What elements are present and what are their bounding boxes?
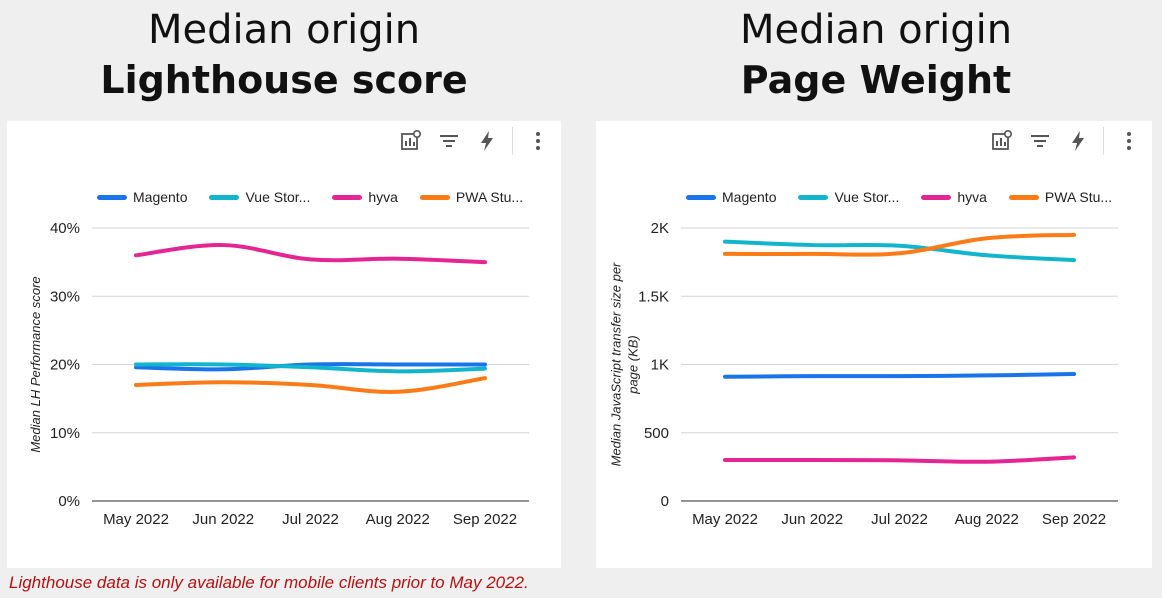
- legend-swatch: [686, 194, 716, 200]
- y-tick-label: 0%: [58, 493, 80, 510]
- y-tick-label: 2K: [651, 220, 669, 237]
- x-tick-label: Jul 2022: [871, 511, 928, 528]
- legend-swatch: [921, 194, 952, 200]
- legend-swatch: [332, 194, 363, 200]
- legend-item-magento[interactable]: Magento: [686, 189, 776, 205]
- left-heading-line1: Median origin: [147, 7, 421, 53]
- y-axis-title: Median JavaScript transfer size per: [609, 262, 624, 466]
- legend-item-vue-storefront[interactable]: Vue Stor...: [798, 189, 899, 205]
- page-weight-chart-panel: Magento Vue Stor... hyva PWA Stu... 0 500…: [596, 121, 1152, 568]
- y-tick-label: 40%: [50, 220, 80, 237]
- x-tick-label: Aug 2022: [955, 511, 1019, 528]
- x-tick-label: Jun 2022: [781, 511, 843, 528]
- filter-icon[interactable]: [1027, 128, 1053, 154]
- right-heading-line1: Median origin: [739, 7, 1013, 53]
- y-tick-label: 1.5K: [638, 288, 669, 305]
- legend-swatch: [97, 194, 127, 200]
- lighthouse-line-chart: 0% 10% 20% 30% 40% May 2022 Jun 2022 Jul 2022 Au…: [28, 220, 529, 528]
- legend-label: PWA Stu...: [1044, 189, 1113, 205]
- filter-icon[interactable]: [436, 128, 462, 154]
- y-tick-label: 30%: [50, 288, 80, 305]
- legend-item-vue-storefront[interactable]: Vue Stor...: [209, 189, 310, 205]
- series-line-hyva: [134, 243, 487, 265]
- series-line-vue-storefront: [723, 239, 1076, 263]
- legend-label: hyva: [368, 189, 398, 205]
- explore-chart-icon[interactable]: [398, 128, 424, 154]
- x-tick-label: May 2022: [692, 511, 758, 528]
- more-vert-icon[interactable]: [1116, 128, 1142, 154]
- x-tick-label: Jun 2022: [192, 511, 254, 528]
- legend-item-pwa-studio[interactable]: PWA Stu...: [1008, 189, 1113, 205]
- legend-item-hyva[interactable]: hyva: [921, 189, 987, 205]
- x-tick-label: Aug 2022: [366, 511, 430, 528]
- legend-swatch: [419, 194, 450, 200]
- lighthouse-chart-panel: Magento Vue Stor... hyva PWA Stu... 0% 10…: [7, 121, 561, 568]
- lightning-icon[interactable]: [1065, 128, 1091, 154]
- series-line-pwa-studio: [134, 376, 487, 394]
- chart-toolbar: [989, 127, 1142, 155]
- y-tick-label: 1K: [651, 357, 669, 374]
- y-tick-label: 10%: [50, 425, 80, 442]
- series-line-pwa-studio: [723, 232, 1076, 257]
- y-tick-label: 20%: [50, 357, 80, 374]
- x-tick-label: Sep 2022: [453, 511, 517, 528]
- footnote: Lighthouse data is only available for mo…: [9, 573, 529, 592]
- legend-label: Magento: [722, 189, 777, 205]
- legend-item-pwa-studio[interactable]: PWA Stu...: [419, 189, 524, 205]
- legend-label: PWA Stu...: [455, 189, 524, 205]
- legend-label: Vue Stor...: [245, 189, 311, 205]
- legend-label: Magento: [133, 189, 188, 205]
- y-axis-title: Median LH Performance score: [28, 276, 43, 452]
- explore-chart-icon[interactable]: [989, 128, 1015, 154]
- x-tick-label: Sep 2022: [1042, 511, 1106, 528]
- right-heading-line2: Page Weight: [740, 58, 1012, 102]
- y-axis-title: page (KB): [626, 335, 641, 395]
- chart-legend: Magento Vue Stor... hyva PWA Stu...: [97, 187, 545, 207]
- chart-legend: Magento Vue Stor... hyva PWA Stu...: [686, 187, 1134, 207]
- legend-item-hyva[interactable]: hyva: [332, 189, 398, 205]
- chart-toolbar: [398, 127, 551, 155]
- page-weight-line-chart: 0 500 1K 1.5K 2K May 2022 Jun 2022 Jul 2022 Aug …: [609, 220, 1118, 528]
- series-line-magento: [723, 372, 1076, 379]
- more-vert-icon[interactable]: [525, 128, 551, 154]
- legend-label: Vue Stor...: [834, 189, 900, 205]
- y-tick-label: 500: [644, 425, 669, 442]
- legend-item-magento[interactable]: Magento: [97, 189, 187, 205]
- series-line-vue-storefront: [134, 362, 487, 374]
- left-chart-heading: Median origin Lighthouse score: [0, 5, 568, 105]
- legend-label: hyva: [957, 189, 987, 205]
- x-tick-label: May 2022: [103, 511, 169, 528]
- y-tick-label: 0: [661, 493, 669, 510]
- toolbar-divider: [1103, 127, 1104, 155]
- series-line-hyva: [723, 455, 1076, 464]
- series-line-magento: [134, 362, 487, 372]
- legend-swatch: [1008, 194, 1039, 200]
- legend-swatch: [798, 194, 829, 200]
- lightning-icon[interactable]: [474, 128, 500, 154]
- left-heading-line2: Lighthouse score: [100, 58, 468, 102]
- legend-swatch: [209, 194, 240, 200]
- toolbar-divider: [512, 127, 513, 155]
- right-chart-heading: Median origin Page Weight: [590, 5, 1162, 105]
- x-tick-label: Jul 2022: [282, 511, 339, 528]
